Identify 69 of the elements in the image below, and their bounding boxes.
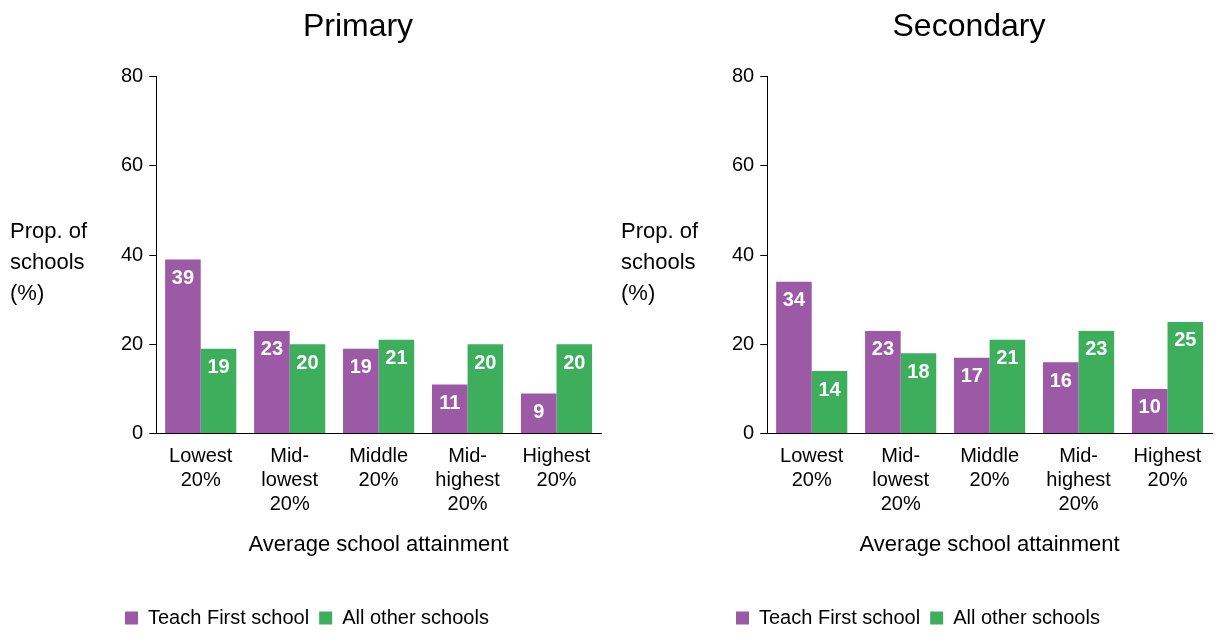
data-label: 16	[1049, 368, 1072, 391]
y-tick-label: 20	[732, 331, 755, 354]
y-tick-label: 40	[732, 242, 755, 265]
bar	[520, 393, 557, 434]
bar	[165, 259, 201, 434]
data-label: 21	[996, 346, 1019, 369]
x-tick-label: Middle 20%	[960, 444, 1020, 491]
y-tick-label: 80	[732, 63, 755, 86]
data-label: 14	[818, 377, 842, 400]
y-tick-label: 60	[121, 153, 144, 176]
bar	[811, 371, 848, 434]
bar	[1042, 362, 1079, 434]
data-label: 39	[171, 265, 195, 288]
x-tick-label: Highest 20%	[1133, 444, 1202, 491]
data-label: 21	[385, 346, 408, 369]
x-tick-label: Lowest 20%	[169, 444, 233, 491]
y-tick-label: 80	[121, 63, 144, 86]
legend-label: Teach First school	[148, 605, 310, 628]
chart-title: Secondary	[892, 7, 1046, 44]
y-axis-title: Prop. of schools (%)	[10, 217, 89, 307]
legend-label: All other schools	[342, 605, 489, 628]
data-label: 23	[871, 337, 895, 360]
data-label: 10	[1138, 395, 1161, 418]
data-label: 19	[349, 355, 372, 378]
x-axis-title: Average school attainment	[859, 530, 1120, 556]
x-tick-label: Highest 20%	[522, 444, 591, 491]
legend-label: All other schools	[953, 605, 1100, 628]
data-label: 20	[563, 350, 586, 373]
bar	[776, 281, 812, 434]
data-label: 11	[439, 391, 461, 413]
data-label: 18	[907, 359, 930, 382]
bar	[343, 348, 379, 434]
bar	[989, 339, 1026, 434]
y-tick-label: 40	[121, 242, 144, 265]
data-label: 19	[207, 355, 230, 378]
x-tick-label: Mid-lowest 20%	[261, 444, 319, 515]
data-label: 34	[782, 288, 806, 311]
bar	[431, 384, 468, 434]
data-label: 25	[1174, 328, 1197, 351]
data-label: 20	[296, 350, 319, 373]
y-tick-label: 60	[732, 153, 755, 176]
bar	[200, 348, 237, 434]
data-label: 23	[260, 337, 284, 360]
x-tick-label: Lowest 20%	[780, 444, 844, 491]
x-tick-label: Mid-lowest 20%	[872, 444, 930, 515]
x-tick-label: Mid-highest 20%	[1046, 444, 1112, 515]
bar	[900, 353, 937, 434]
data-label: 9	[533, 399, 545, 422]
bar	[556, 344, 593, 434]
x-tick-label: Middle 20%	[349, 444, 409, 491]
y-tick-label: 0	[132, 421, 144, 444]
legend-label: Teach First school	[759, 605, 921, 628]
x-tick-label: Mid-highest 20%	[435, 444, 501, 515]
bar	[954, 357, 990, 434]
bar	[378, 339, 415, 434]
bar	[254, 330, 290, 434]
bar	[467, 344, 504, 434]
bar	[1167, 321, 1204, 434]
data-label: 17	[960, 364, 983, 387]
y-tick-label: 0	[743, 421, 755, 444]
data-label: 23	[1085, 337, 1108, 360]
y-tick-label: 20	[121, 331, 144, 354]
y-axis-title: Prop. of schools (%)	[621, 217, 700, 307]
bar	[1078, 330, 1115, 434]
data-label: 20	[474, 350, 497, 373]
bar	[289, 344, 326, 434]
chart-title: Primary	[302, 7, 414, 44]
x-axis-title: Average school attainment	[248, 530, 509, 556]
bar	[865, 330, 901, 434]
